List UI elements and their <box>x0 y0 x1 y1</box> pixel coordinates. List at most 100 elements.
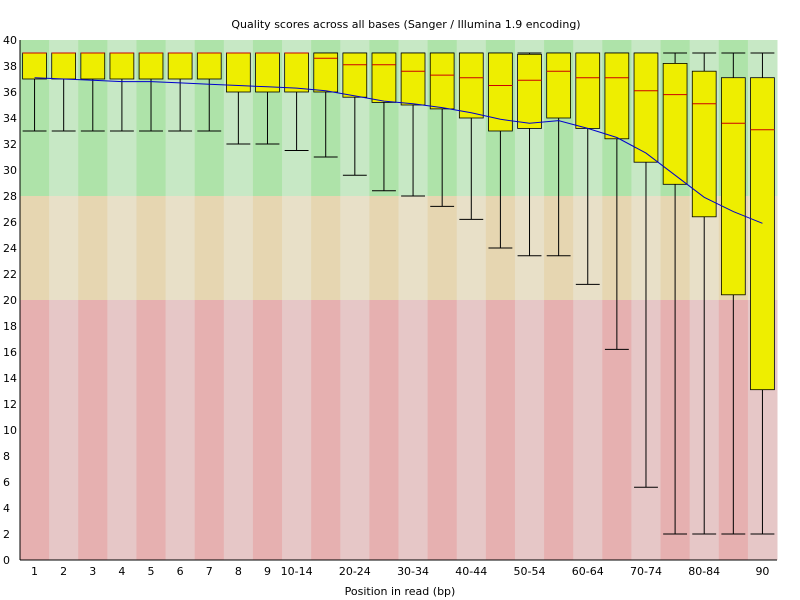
x-tick-3: 3 <box>89 565 96 578</box>
x-tick-5: 5 <box>148 565 155 578</box>
y-tick-16: 16 <box>3 346 17 359</box>
band-1-col-5 <box>165 196 196 300</box>
y-tick-34: 34 <box>3 112 17 125</box>
box-19 <box>575 52 601 129</box>
box-13 <box>400 52 426 106</box>
x-tick-60-64: 60-64 <box>572 565 604 578</box>
x-tick-10-14: 10-14 <box>281 565 313 578</box>
x-tick-30-34: 30-34 <box>397 565 429 578</box>
boxes-layer <box>22 52 775 535</box>
x-tick-8: 8 <box>235 565 242 578</box>
x-tick-20-24: 20-24 <box>339 565 371 578</box>
band-2-col-2 <box>78 300 108 560</box>
x-tick-9: 9 <box>264 565 271 578</box>
y-tick-8: 8 <box>3 450 10 463</box>
box-0 <box>22 52 47 80</box>
band-2-col-1 <box>49 300 79 560</box>
x-tick-4: 4 <box>118 565 125 578</box>
x-tick-50-54: 50-54 <box>514 565 546 578</box>
band-1-col-3 <box>107 196 137 300</box>
y-tick-12: 12 <box>3 398 17 411</box>
x-axis-label: Position in read (bp) <box>345 585 456 598</box>
y-tick-4: 4 <box>3 502 10 515</box>
box-21 <box>633 52 659 163</box>
band-2-col-16 <box>485 300 516 560</box>
box-23 <box>691 70 717 218</box>
box-2 <box>80 52 106 80</box>
box-15 <box>458 52 484 119</box>
band-2-col-19 <box>573 300 603 560</box>
box-24 <box>720 77 746 296</box>
chart-title: Quality scores across all bases (Sanger … <box>231 18 580 31</box>
y-tick-2: 2 <box>3 528 10 541</box>
y-tick-36: 36 <box>3 86 17 99</box>
band-1-col-4 <box>136 196 167 300</box>
y-tick-0: 0 <box>3 554 10 567</box>
mean-line <box>34 77 763 224</box>
band-2-col-0 <box>20 300 50 560</box>
band-1-col-2 <box>78 196 108 300</box>
box-12 <box>371 52 397 103</box>
x-tick-labels: 1 2 3 4 5 6 7 8 9 10-14 20-24 30-34 40-44 50-54 60-64 7… <box>31 565 769 578</box>
y-tick-30: 30 <box>3 164 17 177</box>
y-tick-40: 40 <box>3 34 17 47</box>
band-2-col-6 <box>194 300 225 560</box>
band-2-col-5 <box>165 300 196 560</box>
y-tick-38: 38 <box>3 60 17 73</box>
box-16 <box>488 52 513 132</box>
band-2-col-18 <box>544 300 574 560</box>
box-25 <box>750 77 775 391</box>
band-2-col-8 <box>252 300 283 560</box>
band-1-col-11 <box>340 196 370 300</box>
y-tick-6: 6 <box>3 476 10 489</box>
band-2-col-13 <box>398 300 429 560</box>
band-2-col-3 <box>107 300 137 560</box>
y-tick-28: 28 <box>3 190 17 203</box>
x-tick-40-44: 40-44 <box>455 565 487 578</box>
band-1-col-0 <box>20 196 50 300</box>
box-14 <box>429 52 455 110</box>
box-6 <box>196 52 222 80</box>
band-1-col-13 <box>398 196 429 300</box>
band-2-col-7 <box>223 300 254 560</box>
y-tick-32: 32 <box>3 138 17 151</box>
x-tick-7: 7 <box>206 565 213 578</box>
y-tick-10: 10 <box>3 424 17 437</box>
y-tick-24: 24 <box>3 242 17 255</box>
band-2-col-14 <box>427 300 458 560</box>
box-3 <box>109 52 135 80</box>
box-22 <box>662 63 688 185</box>
box-11 <box>342 52 368 98</box>
x-tick-2: 2 <box>60 565 67 578</box>
band-1-col-6 <box>194 196 225 300</box>
box-5 <box>167 52 193 80</box>
box-18 <box>546 52 571 119</box>
band-1-col-12 <box>369 196 399 300</box>
box-10 <box>313 52 339 93</box>
x-tick-90: 90 <box>755 565 769 578</box>
mean-line-layer <box>34 77 763 224</box>
band-2-col-9 <box>282 300 312 560</box>
band-1-col-7 <box>223 196 254 300</box>
box-9 <box>284 52 309 93</box>
x-tick-70-74: 70-74 <box>630 565 662 578</box>
band-2-col-10 <box>311 300 341 560</box>
band-1-col-1 <box>49 196 79 300</box>
band-2-col-11 <box>340 300 370 560</box>
box-4 <box>138 52 164 80</box>
band-2-col-12 <box>369 300 399 560</box>
x-tick-80-84: 80-84 <box>688 565 720 578</box>
band-2-col-15 <box>456 300 487 560</box>
y-tick-20: 20 <box>3 294 17 307</box>
band-1-col-9 <box>282 196 312 300</box>
x-tick-6: 6 <box>177 565 184 578</box>
x-tick-1: 1 <box>31 565 38 578</box>
band-1-col-10 <box>311 196 341 300</box>
y-tick-18: 18 <box>3 320 17 333</box>
box-17 <box>517 53 542 129</box>
y-tick-22: 22 <box>3 268 17 281</box>
band-1-col-14 <box>427 196 458 300</box>
box-20 <box>604 52 630 140</box>
